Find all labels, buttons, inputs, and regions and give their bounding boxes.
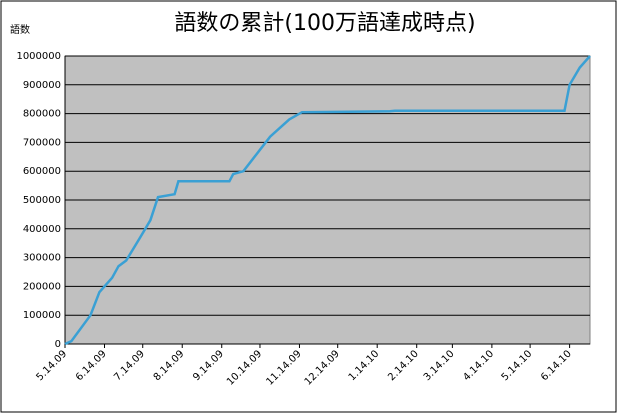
y-tick-label: 1000000 <box>16 51 61 62</box>
y-tick-label: 100000 <box>23 310 61 321</box>
y-tick-label: 0 <box>55 339 61 350</box>
y-tick-label: 800000 <box>23 109 61 120</box>
y-tick-label: 200000 <box>23 281 61 292</box>
y-tick-label: 900000 <box>23 80 61 91</box>
y-tick-label: 600000 <box>23 166 61 177</box>
y-tick-label: 400000 <box>23 224 61 235</box>
y-tick-label: 500000 <box>23 195 61 206</box>
data-line <box>64 55 591 346</box>
y-axis-label: 語数 <box>10 23 30 36</box>
chart-title: 語数の累計(100万語達成時点) <box>174 11 475 36</box>
y-tick-label: 700000 <box>23 137 61 148</box>
y-tick-label: 300000 <box>23 253 61 264</box>
